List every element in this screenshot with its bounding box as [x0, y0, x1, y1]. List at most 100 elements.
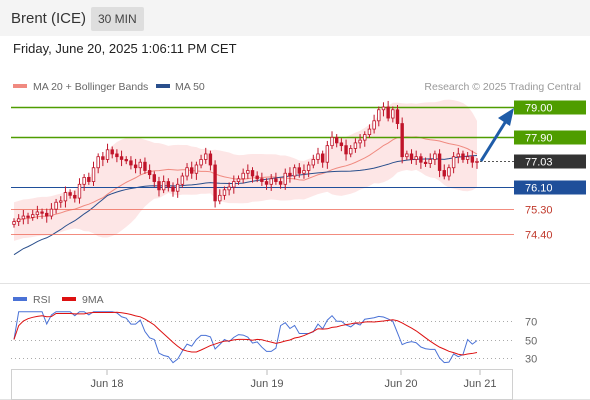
candle-body: [129, 160, 133, 166]
legend-bollinger-label: MA 20 + Bollinger Bands: [33, 81, 148, 93]
candle-body: [255, 175, 259, 180]
candle-body: [292, 167, 297, 177]
candle-body: [138, 161, 142, 169]
level-label-74-40: 74.40: [525, 230, 553, 242]
candle-body: [40, 211, 44, 214]
x-tick-label: Jun 21: [463, 378, 496, 390]
candle-body: [344, 145, 348, 155]
ma9-legend-label: 9MA: [82, 294, 104, 306]
candle-body: [35, 211, 40, 216]
candle-body: [105, 149, 110, 160]
chart-header: Brent (ICE) 30 MIN: [0, 0, 590, 36]
interval-button[interactable]: 30 MIN: [91, 7, 144, 31]
candle-body: [339, 142, 344, 147]
candle-body: [274, 178, 278, 182]
candle-body: [456, 153, 460, 158]
candle-body: [16, 218, 21, 222]
candle-body: [414, 156, 418, 160]
candle-body: [451, 156, 456, 169]
candle-body: [353, 142, 358, 149]
candle-body: [190, 167, 194, 174]
candle-body: [437, 153, 442, 171]
candle-body: [115, 153, 119, 158]
level-label-76-10: 76.10: [525, 183, 553, 195]
candle-body: [288, 172, 292, 177]
candle-body: [428, 159, 432, 164]
candle-body: [269, 178, 273, 185]
candle-body: [433, 153, 437, 160]
candle-body: [45, 212, 49, 217]
candle-body: [475, 160, 479, 163]
candle-body: [297, 167, 301, 174]
forecast-arrow-head: [498, 108, 514, 126]
candle-body: [101, 156, 105, 160]
candle-body: [250, 170, 255, 177]
rsi-ma-line: [13, 311, 478, 356]
candle-body: [91, 167, 96, 182]
x-tick-label: Jun 18: [90, 378, 123, 390]
rsi-legend-label: RSI: [33, 294, 51, 306]
candle-body: [96, 156, 100, 169]
candle-body: [208, 153, 213, 166]
candle-body: [232, 181, 236, 188]
candle-body: [110, 149, 114, 155]
candle-body: [325, 145, 330, 163]
instrument-title: Brent (ICE): [11, 10, 87, 27]
candle-body: [283, 172, 287, 185]
candle-body: [358, 139, 362, 144]
candle-body: [302, 170, 306, 174]
copyright-text: Research © 2025 Trading Central: [424, 81, 581, 93]
candle-body: [334, 136, 339, 144]
level-tag-79-00: [514, 100, 586, 115]
rsi-tick-label: 70: [525, 317, 537, 329]
candle-body: [311, 159, 316, 166]
candle-body: [152, 174, 157, 182]
candle-body: [246, 170, 250, 174]
candle-body: [119, 156, 124, 160]
candle-body: [12, 221, 16, 225]
rsi-legend-swatch: [13, 297, 27, 301]
candle-body: [73, 194, 77, 199]
forecast-arrow-shaft: [479, 120, 508, 162]
candle-body: [423, 161, 428, 164]
candle-body: [395, 109, 400, 124]
ma9-legend-swatch: [62, 297, 76, 301]
candle-body: [320, 153, 325, 163]
candle-body: [26, 215, 30, 218]
candle-body: [21, 215, 26, 220]
candle-body: [77, 183, 82, 199]
ma50-line: [13, 155, 478, 256]
candle-body: [409, 153, 414, 160]
candle-body: [330, 136, 334, 147]
legend-bollinger-swatch: [13, 84, 27, 88]
level-label-77-90: 77.90: [525, 133, 553, 145]
candle-body: [143, 161, 147, 171]
candle-body: [54, 201, 58, 210]
candle-body: [419, 156, 423, 163]
candle-body: [349, 148, 353, 155]
legend-ma50-swatch: [156, 84, 170, 88]
candle-body: [461, 153, 465, 160]
candle-body: [363, 134, 367, 141]
rsi-line: [13, 311, 478, 364]
candle-body: [185, 167, 189, 177]
level-tag-77-03: [514, 154, 586, 169]
level-label-75-30: 75.30: [525, 205, 553, 217]
rsi-tick-label: 50: [525, 336, 537, 348]
legend-ma50-label: MA 50: [175, 81, 205, 93]
candle-body: [213, 164, 217, 202]
candle-body: [316, 153, 320, 160]
x-tick-label: Jun 19: [250, 378, 283, 390]
candle-body: [31, 214, 35, 218]
level-label-79-00: 79.00: [525, 103, 553, 115]
candle-body: [161, 181, 166, 191]
candle-body: [278, 181, 283, 185]
candle-body: [194, 164, 199, 174]
level-tag-76-10: [514, 180, 586, 195]
candle-body: [87, 177, 91, 182]
rsi-tick-label: 30: [525, 354, 537, 366]
bollinger-band: [14, 99, 477, 241]
candle-body: [447, 167, 451, 177]
candle-body: [147, 170, 152, 176]
